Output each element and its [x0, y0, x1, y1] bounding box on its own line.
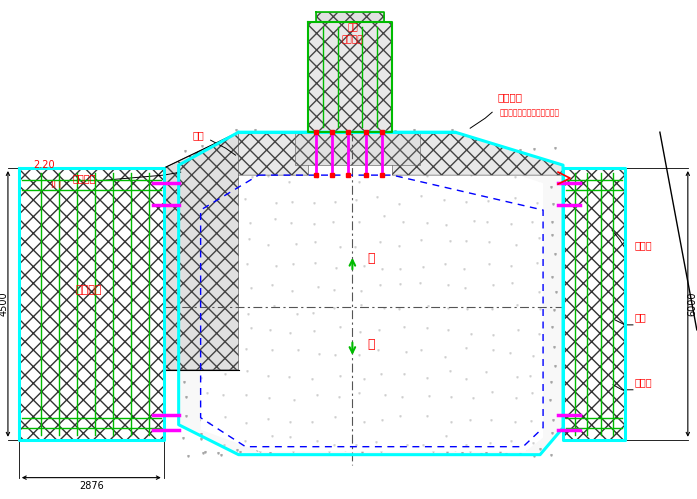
Text: 2.20: 2.20	[33, 160, 54, 170]
Polygon shape	[238, 132, 455, 155]
Text: 护栏: 护栏	[635, 312, 647, 322]
Polygon shape	[201, 150, 543, 452]
Polygon shape	[178, 132, 309, 175]
Text: 2876: 2876	[79, 481, 104, 491]
Text: 4500: 4500	[0, 291, 9, 316]
Text: 北: 北	[367, 252, 375, 265]
Text: 南: 南	[367, 338, 375, 351]
Text: 工作平台: 工作平台	[72, 173, 96, 183]
Text: 通仓垫孔: 通仓垫孔	[342, 35, 363, 44]
Text: 工作平台: 工作平台	[498, 92, 523, 102]
Polygon shape	[178, 132, 563, 455]
Polygon shape	[164, 132, 238, 370]
Polygon shape	[296, 132, 420, 165]
Text: 安装与拆除胡喷多岩机平台用: 安装与拆除胡喷多岩机平台用	[500, 108, 560, 117]
Text: 6000: 6000	[688, 291, 697, 316]
Polygon shape	[392, 132, 563, 175]
Text: 中部平台: 中部平台	[75, 285, 102, 295]
Bar	[563, 168, 625, 440]
Text: 泡沫: 泡沫	[347, 23, 358, 32]
Bar	[316, 12, 384, 22]
Text: 三角架: 三角架	[635, 377, 652, 387]
Bar	[19, 168, 164, 440]
Text: II I: II I	[51, 181, 61, 190]
Text: 扒栏: 扒栏	[193, 130, 204, 140]
Text: 走道板: 走道板	[635, 240, 652, 250]
Bar	[309, 22, 392, 132]
